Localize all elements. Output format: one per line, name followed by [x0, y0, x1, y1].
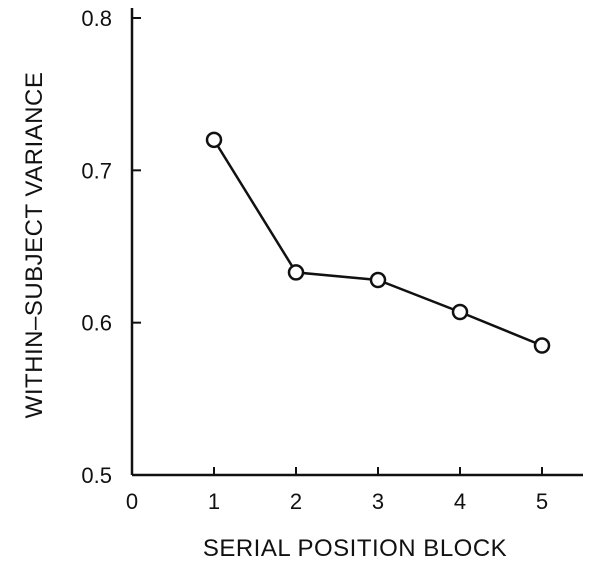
x-tick-label: 3 [372, 489, 384, 514]
x-tick-label: 5 [536, 489, 548, 514]
x-tick-label: 1 [208, 489, 220, 514]
ticks: 0 1 2 3 4 5 0.5 0.6 0.7 0.8 [81, 6, 548, 514]
x-tick-label: 0 [126, 489, 138, 514]
y-tick-label: 0.5 [81, 463, 112, 488]
y-tick-label: 0.7 [81, 158, 112, 183]
data-point [287, 264, 305, 281]
y-tick-label: 0.8 [81, 6, 112, 31]
y-axis-title: WITHIN–SUBJECT VARIANCE [21, 72, 48, 419]
y-tick-label: 0.6 [81, 311, 112, 336]
x-tick-label: 2 [290, 489, 302, 514]
axes [130, 8, 583, 477]
x-axis-title: SERIAL POSITION BLOCK [203, 535, 507, 562]
data-point [205, 131, 223, 149]
series-layer [205, 131, 551, 354]
series-line [212, 139, 543, 347]
data-point [369, 271, 387, 289]
data-point [451, 303, 469, 321]
data-point [533, 337, 551, 354]
x-tick-label: 4 [454, 489, 466, 514]
